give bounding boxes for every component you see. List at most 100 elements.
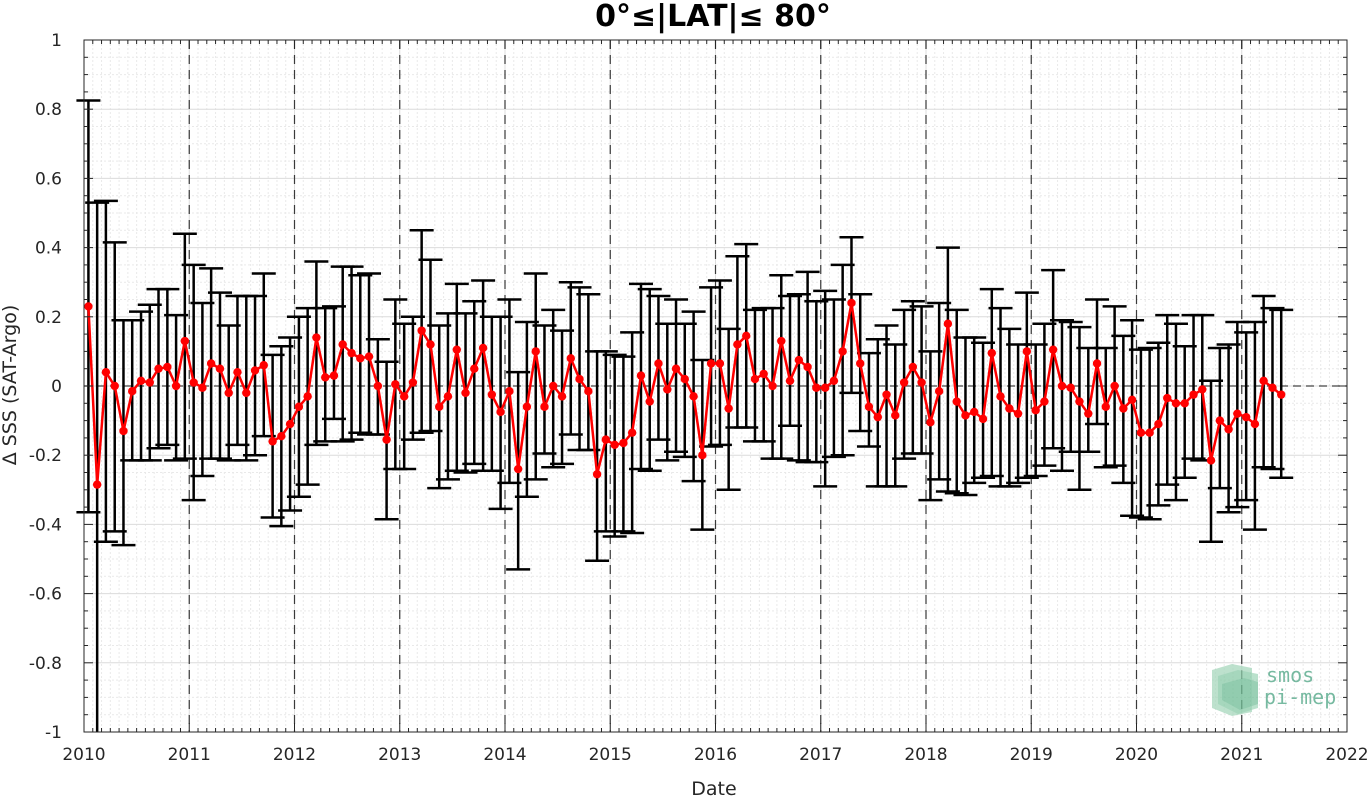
data-point (277, 431, 286, 441)
data-point (1163, 393, 1172, 403)
data-point (777, 336, 786, 346)
data-point (198, 383, 207, 392)
data-point (619, 438, 628, 448)
data-point (1101, 402, 1110, 411)
data-point (1145, 428, 1154, 437)
x-tick-label: 2020 (1115, 745, 1158, 765)
data-point (970, 407, 979, 417)
data-point (224, 388, 233, 398)
x-tick-label: 2017 (799, 745, 842, 765)
data-point (443, 392, 453, 401)
data-point (1119, 404, 1128, 413)
data-point (610, 440, 619, 450)
data-point (321, 373, 330, 382)
data-point (1180, 399, 1189, 408)
y-tick-label: 1 (51, 31, 62, 51)
data-point (391, 380, 400, 389)
data-point (820, 383, 830, 392)
y-tick-label: 0 (51, 377, 62, 397)
data-point (829, 376, 839, 386)
data-point (347, 348, 356, 358)
x-tick-label: 2018 (904, 745, 947, 765)
data-point (110, 381, 119, 391)
data-point (329, 371, 339, 380)
data-point (1233, 409, 1242, 418)
data-point (206, 359, 216, 368)
data-point (233, 367, 242, 377)
data-point (399, 392, 409, 401)
data-point (1189, 390, 1198, 399)
data-point (1198, 385, 1207, 394)
data-point (408, 378, 418, 387)
data-point (838, 347, 847, 356)
x-tick-label: 2015 (589, 745, 632, 765)
x-tick-label: 2019 (1010, 745, 1053, 765)
y-axis-label: Δ SSS (SAT-Argo) (0, 305, 21, 465)
data-point (1066, 383, 1075, 392)
smos-pi-mep-logo: smos pi-mep (1212, 663, 1336, 716)
data-point (549, 381, 558, 391)
data-point (303, 392, 312, 401)
data-point (899, 378, 909, 387)
data-point (487, 390, 497, 399)
data-point (163, 362, 172, 372)
data-point (154, 364, 163, 373)
data-point (584, 386, 593, 396)
data-point (171, 381, 181, 391)
data-point (268, 437, 277, 446)
data-point (952, 397, 961, 406)
data-point (242, 388, 251, 398)
logo-cube-icon (1212, 664, 1258, 716)
y-tick-label: -1 (45, 723, 62, 743)
data-point (601, 435, 611, 444)
data-point (1084, 409, 1093, 418)
data-point (364, 352, 374, 361)
data-point (250, 366, 260, 375)
data-point (768, 381, 777, 391)
data-point (215, 364, 225, 373)
chart-title: 0°≤|LAT|≤ 80° (595, 0, 831, 34)
data-point (785, 376, 795, 386)
data-point (873, 412, 882, 422)
data-point (680, 374, 689, 384)
data-point (1057, 381, 1067, 391)
data-point (759, 369, 768, 379)
data-point (1250, 419, 1260, 429)
data-point (926, 418, 935, 427)
data-point (417, 326, 426, 335)
data-point (996, 392, 1005, 401)
logo-line-2: pi-mep (1264, 685, 1336, 709)
data-point (294, 402, 304, 411)
data-point (891, 411, 900, 420)
data-point (943, 319, 953, 328)
x-tick-label: 2022 (1325, 745, 1368, 765)
data-point (1136, 428, 1146, 437)
x-tick-labels: 2010 2011 2012 2013 2014 2015 2016 2017 2018 2019… (62, 745, 1368, 765)
data-point (356, 354, 365, 363)
data-point (864, 402, 874, 411)
y-tick-label: 0.2 (35, 308, 62, 328)
data-point (259, 361, 268, 370)
data-point (882, 390, 891, 399)
data-point (742, 331, 751, 341)
data-point (435, 402, 444, 411)
data-point (856, 359, 865, 368)
x-tick-label: 2021 (1220, 745, 1263, 765)
data-point (961, 411, 970, 420)
data-point (1268, 383, 1277, 392)
data-point (373, 381, 383, 391)
data-point (689, 392, 698, 401)
y-tick-label: -0.8 (29, 654, 62, 674)
data-point (1075, 397, 1084, 406)
data-point (557, 392, 567, 401)
y-tick-label: 0.4 (35, 239, 62, 259)
data-point (496, 407, 505, 417)
data-point (1022, 347, 1032, 356)
data-point (522, 402, 532, 411)
data-point (1031, 406, 1040, 415)
data-point (1277, 390, 1286, 399)
data-point (470, 364, 479, 373)
data-point (645, 397, 654, 406)
y-tick-label: -0.2 (29, 446, 62, 466)
